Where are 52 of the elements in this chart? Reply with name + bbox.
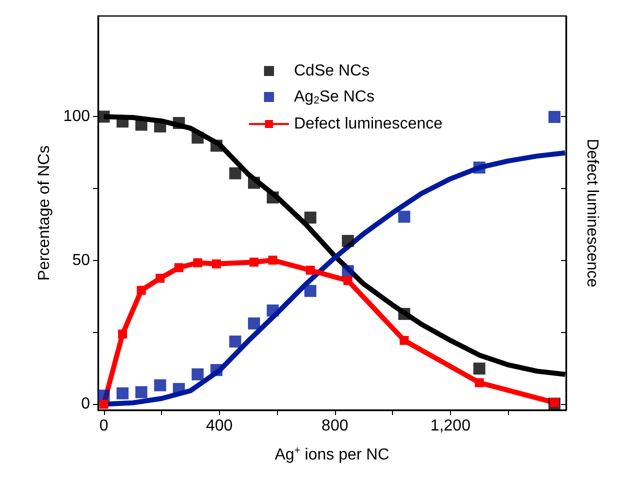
point xyxy=(172,383,185,396)
point xyxy=(248,317,260,330)
point xyxy=(192,368,204,380)
point xyxy=(342,234,354,247)
point xyxy=(98,110,110,123)
x-axis-title: Ag+ ions per NC xyxy=(274,446,390,464)
point xyxy=(229,167,242,180)
point xyxy=(99,400,108,409)
point xyxy=(118,330,128,339)
point xyxy=(248,176,260,189)
point xyxy=(342,265,354,278)
point xyxy=(135,118,148,131)
point xyxy=(210,364,222,376)
point xyxy=(473,162,486,174)
y-axis-title: Percentage of NCs xyxy=(36,145,53,281)
point xyxy=(250,258,258,267)
point xyxy=(210,140,222,152)
point xyxy=(474,378,484,388)
point xyxy=(398,210,410,223)
y-tick-label: 0 xyxy=(81,396,90,413)
point xyxy=(268,256,278,265)
point xyxy=(266,191,279,204)
legend-label: Defect luminescence xyxy=(294,116,443,132)
y2-axis-title: Defect luminescence xyxy=(584,138,600,288)
point xyxy=(398,308,410,320)
point xyxy=(156,274,165,283)
x-tick-label: 800 xyxy=(322,418,348,434)
point xyxy=(266,304,279,316)
point xyxy=(304,284,316,297)
point xyxy=(550,398,559,408)
point xyxy=(343,276,352,286)
point xyxy=(548,110,560,123)
point xyxy=(172,116,185,129)
point xyxy=(306,266,315,275)
y-tick-label: 50 xyxy=(72,252,90,269)
point xyxy=(174,263,184,272)
x-tick-label: 0 xyxy=(99,418,108,434)
y-tick-label: 100 xyxy=(63,108,90,126)
point xyxy=(116,387,129,400)
point xyxy=(304,212,316,224)
point xyxy=(473,362,486,375)
point xyxy=(212,259,221,268)
point xyxy=(193,258,202,268)
point xyxy=(400,336,409,345)
x-tick-label: 1,200 xyxy=(430,418,471,434)
point xyxy=(136,286,146,295)
point xyxy=(135,386,148,398)
point xyxy=(192,132,204,144)
point xyxy=(154,379,166,392)
point xyxy=(229,336,242,348)
legend-label: CdSe NCs xyxy=(294,62,370,80)
x-tick-label: 400 xyxy=(206,418,233,434)
